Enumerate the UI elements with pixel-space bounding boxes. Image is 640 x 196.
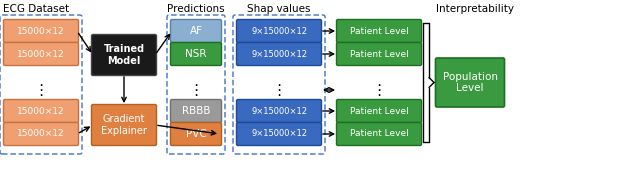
Text: 9×15000×12: 9×15000×12 [251,26,307,35]
FancyBboxPatch shape [170,100,221,122]
Text: ECG Dataset: ECG Dataset [3,4,69,14]
FancyBboxPatch shape [435,58,504,107]
Text: PVC: PVC [186,129,206,139]
FancyBboxPatch shape [237,43,321,65]
FancyBboxPatch shape [3,43,79,65]
Text: ⋮: ⋮ [33,83,49,97]
FancyBboxPatch shape [337,43,422,65]
FancyBboxPatch shape [237,19,321,43]
Text: 9×15000×12: 9×15000×12 [251,50,307,58]
Text: Trained
Model: Trained Model [104,44,145,66]
FancyBboxPatch shape [170,43,221,65]
FancyBboxPatch shape [170,19,221,43]
Text: RBBB: RBBB [182,106,211,116]
Text: ⋮: ⋮ [188,83,204,97]
FancyBboxPatch shape [3,19,79,43]
Text: Patient Level: Patient Level [349,106,408,115]
Text: Patient Level: Patient Level [349,50,408,58]
Text: AF: AF [189,26,202,36]
Text: Population
Level: Population Level [442,72,497,93]
Text: Gradient
Explainer: Gradient Explainer [101,114,147,136]
FancyBboxPatch shape [92,104,157,145]
FancyBboxPatch shape [3,100,79,122]
FancyBboxPatch shape [92,34,157,75]
Text: Patient Level: Patient Level [349,130,408,139]
FancyBboxPatch shape [337,122,422,145]
Text: NSR: NSR [185,49,207,59]
FancyBboxPatch shape [237,122,321,145]
FancyBboxPatch shape [337,19,422,43]
FancyBboxPatch shape [237,100,321,122]
Text: 9×15000×12: 9×15000×12 [251,130,307,139]
Text: 15000×12: 15000×12 [17,50,65,58]
FancyBboxPatch shape [337,100,422,122]
Text: ⋮: ⋮ [271,83,287,97]
Text: Patient Level: Patient Level [349,26,408,35]
Text: 15000×12: 15000×12 [17,130,65,139]
Text: Shap values: Shap values [247,4,311,14]
Text: Interpretability: Interpretability [436,4,514,14]
Text: 15000×12: 15000×12 [17,106,65,115]
Text: 9×15000×12: 9×15000×12 [251,106,307,115]
Text: ⋮: ⋮ [371,83,387,97]
Text: Predictions: Predictions [167,4,225,14]
Text: 15000×12: 15000×12 [17,26,65,35]
FancyBboxPatch shape [170,122,221,145]
FancyBboxPatch shape [3,122,79,145]
